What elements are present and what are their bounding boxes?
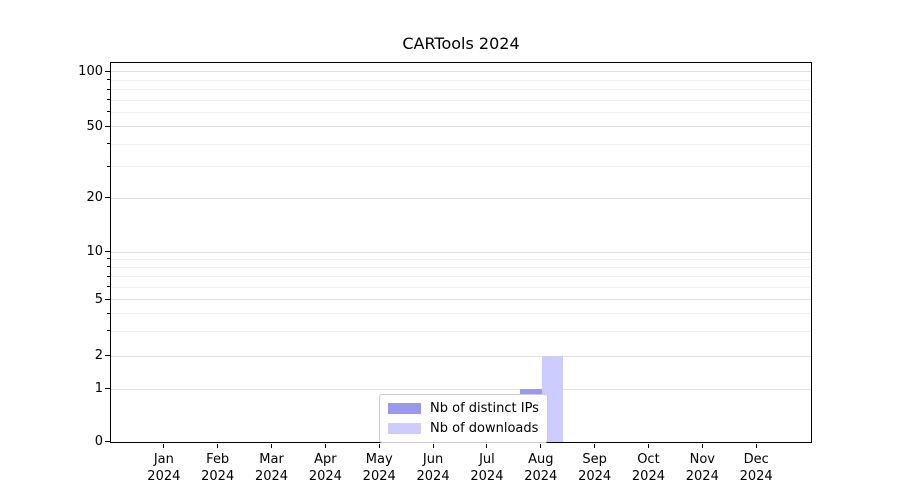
- y-minor-tick-mark-90: [107, 79, 110, 81]
- legend-swatch-distinct-ips: [388, 403, 421, 414]
- x-tick-label-apr: Apr 2024: [308, 452, 342, 484]
- y-tick-label-5: 5: [94, 291, 103, 307]
- y-minor-tick-mark-6: [107, 286, 110, 288]
- x-tick-mark-4: [324, 444, 326, 448]
- y-axis-tick-marks: [104, 62, 110, 443]
- y-tick-label-10: 10: [86, 244, 103, 259]
- y-tick-label-100: 100: [78, 63, 103, 79]
- y-minor-tick-mark-60: [107, 111, 110, 113]
- y-minor-tick-mark-4: [107, 312, 110, 314]
- y-tick-label-50: 50: [86, 118, 103, 134]
- x-tick-label-sep: Sep 2024: [578, 452, 612, 484]
- y-minor-tick-mark-30: [107, 165, 110, 167]
- y-tick-mark-5: [105, 298, 110, 300]
- gridline-major-50: [111, 126, 811, 128]
- y-tick-label-1: 1: [94, 381, 103, 397]
- legend-item-downloads: Nb of downloads: [388, 421, 539, 436]
- x-tick-label-nov: Nov 2024: [685, 452, 719, 484]
- x-tick-mark-2: [217, 444, 219, 448]
- x-tick-label-mar: Mar 2024: [254, 452, 289, 484]
- x-tick-label-feb: Feb 2024: [201, 452, 235, 484]
- x-tick-label-aug: Aug 2024: [524, 452, 558, 484]
- x-tick-label-jun: Jun 2024: [416, 452, 450, 484]
- gridline-major-1: [111, 388, 811, 390]
- y-tick-mark-50: [105, 125, 110, 127]
- gridline-major-5: [111, 299, 811, 301]
- legend-label-downloads: Nb of downloads: [430, 421, 539, 436]
- x-tick-mark-11: [701, 444, 703, 448]
- x-tick-mark-1: [163, 444, 165, 448]
- x-tick-label-oct: Oct 2024: [631, 452, 665, 484]
- x-tick-mark-8: [540, 444, 542, 448]
- x-tick-mark-9: [594, 444, 596, 448]
- gridline-major-20: [111, 197, 811, 199]
- y-minor-tick-mark-40: [107, 143, 110, 145]
- y-tick-mark-2: [105, 355, 110, 357]
- gridline-major-100: [111, 71, 811, 73]
- gridline-minor-3: [111, 330, 811, 332]
- x-axis-tick-labels: Jan 2024 Feb 2024 Mar 2024 Apr 2024 May 2024 Jun 20…: [110, 443, 812, 493]
- y-tick-mark-20: [105, 197, 110, 199]
- chart-title: CARTools 2024: [402, 34, 520, 53]
- y-tick-mark-1: [105, 388, 110, 390]
- gridline-minor-60: [111, 111, 811, 113]
- gridline-minor-80: [111, 89, 811, 91]
- y-tick-mark-10: [105, 251, 110, 252]
- y-minor-tick-mark-3: [107, 330, 110, 332]
- legend-item-distinct-ips: Nb of distinct IPs: [388, 401, 539, 416]
- x-tick-mark-6: [432, 444, 434, 448]
- x-tick-mark-12: [755, 444, 757, 448]
- y-axis-tick-labels: 0 1 2 5 10 20 50 100: [0, 62, 103, 449]
- x-tick-mark-3: [271, 444, 273, 448]
- gridline-minor-8: [111, 266, 811, 268]
- x-tick-mark-7: [486, 444, 488, 448]
- gridline-minor-9: [111, 258, 811, 260]
- legend-label-distinct-ips: Nb of distinct IPs: [430, 401, 539, 416]
- y-minor-tick-mark-9: [107, 258, 110, 260]
- x-tick-label-dec: Dec 2024: [739, 452, 773, 484]
- gridline-major-2: [111, 355, 811, 357]
- x-tick-mark-10: [647, 444, 649, 448]
- legend-swatch-downloads: [388, 423, 421, 434]
- y-tick-mark-0: [105, 441, 110, 442]
- y-minor-tick-mark-7: [107, 275, 110, 277]
- x-tick-label-jul: Jul 2024: [470, 452, 504, 484]
- x-tick-label-jan: Jan 2024: [147, 452, 181, 484]
- y-tick-mark-100: [105, 70, 110, 72]
- y-minor-tick-mark-8: [107, 266, 110, 268]
- gridline-minor-4: [111, 313, 811, 315]
- gridline-minor-30: [111, 166, 811, 168]
- y-minor-tick-mark-70: [107, 99, 110, 101]
- x-tick-label-may: May 2024: [362, 452, 396, 484]
- gridline-minor-70: [111, 99, 811, 101]
- gridline-minor-90: [111, 79, 811, 81]
- gridline-minor-6: [111, 286, 811, 288]
- gridline-major-10: [111, 251, 811, 253]
- gridline-minor-40: [111, 143, 811, 145]
- y-tick-label-20: 20: [86, 190, 103, 206]
- gridline-minor-7: [111, 276, 811, 278]
- plot-area: Nb of distinct IPs Nb of downloads: [110, 62, 812, 443]
- y-tick-label-0: 0: [94, 434, 103, 449]
- legend: Nb of distinct IPs Nb of downloads: [379, 394, 548, 443]
- y-minor-tick-mark-80: [107, 88, 110, 90]
- x-tick-mark-5: [378, 444, 380, 448]
- y-tick-label-2: 2: [94, 348, 103, 364]
